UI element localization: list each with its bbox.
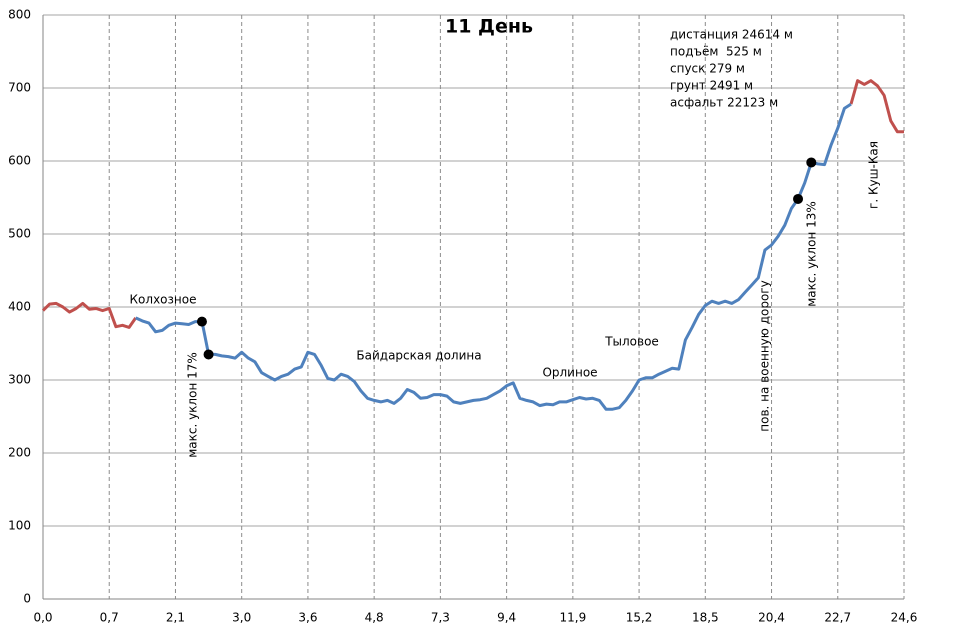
x-tick-label: 11,9 (559, 611, 586, 625)
x-tick-label: 2,1 (166, 611, 185, 625)
x-tick-label: 18,5 (692, 611, 719, 625)
x-tick-label: 22,7 (824, 611, 851, 625)
stats-line: асфальт 22123 м (670, 96, 778, 110)
annotation: пов. на военную дорогу (758, 280, 772, 431)
y-tick-label: 500 (8, 227, 31, 241)
marker-point (203, 349, 214, 360)
x-tick-label: 0,7 (100, 611, 119, 625)
x-tick-label: 9,4 (497, 611, 516, 625)
annotation: Тыловое (604, 335, 659, 349)
y-tick-label: 800 (8, 8, 31, 22)
marker-point (806, 157, 817, 168)
annotation: макс. уклон 17% (186, 352, 200, 458)
x-tick-label: 4,8 (365, 611, 384, 625)
y-tick-label: 400 (8, 300, 31, 314)
x-tick-label: 15,2 (626, 611, 653, 625)
stats-line: грунт 2491 м (670, 79, 753, 93)
x-tick-label: 0,0 (33, 611, 52, 625)
annotation: макс. уклон 13% (805, 201, 819, 307)
y-tick-label: 0 (23, 592, 31, 606)
y-tick-label: 600 (8, 154, 31, 168)
series-line (135, 102, 852, 411)
x-tick-label: 3,0 (232, 611, 251, 625)
y-tick-label: 200 (8, 446, 31, 460)
stats-line: дистанция 24614 м (670, 28, 793, 42)
stats-line: подъём 525 м (670, 45, 762, 59)
chart-title: 11 День (445, 16, 533, 38)
annotation: Байдарская долина (356, 349, 481, 363)
marker-point (196, 316, 207, 327)
x-tick-label: 20,4 (758, 611, 785, 625)
y-tick-label: 300 (8, 373, 31, 387)
annotation: Орлиное (542, 366, 597, 380)
stats-line: спуск 279 м (670, 62, 745, 76)
annotation: г. Куш-Кая (867, 141, 881, 209)
x-tick-label: 7,3 (431, 611, 450, 625)
marker-point (793, 193, 804, 204)
x-tick-label: 24,6 (891, 611, 918, 625)
annotation: Колхозное (130, 293, 197, 307)
series-line (41, 79, 904, 329)
x-tick-label: 3,6 (298, 611, 317, 625)
y-tick-label: 700 (8, 81, 31, 95)
y-tick-label: 100 (8, 519, 31, 533)
